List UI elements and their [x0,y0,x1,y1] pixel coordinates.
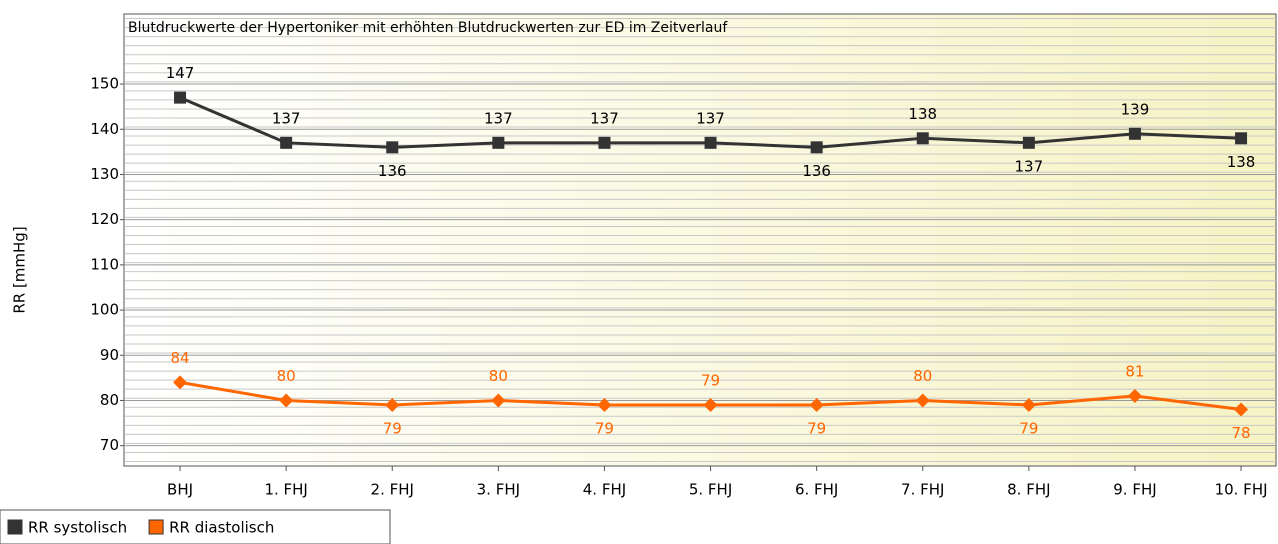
data-label: 79 [383,419,402,437]
data-label: 147 [166,64,195,82]
data-label: 136 [378,162,407,180]
marker [492,136,505,149]
data-label: 81 [1125,362,1144,380]
marker [597,397,612,412]
data-label: 139 [1121,100,1150,118]
data-label: 138 [908,105,937,123]
marker [173,375,188,390]
y-tick-label: 130 [90,165,119,183]
x-tick-label: 10. FHJ [1215,481,1268,499]
data-label: 137 [272,109,301,127]
data-label: 137 [1015,157,1044,175]
data-label: 137 [696,109,725,127]
x-tick-label: 9. FHJ [1113,481,1156,499]
x-tick-label: 8. FHJ [1007,481,1050,499]
marker [1022,136,1035,149]
y-tick-label: 80 [100,391,119,409]
marker [491,393,506,408]
data-label: 80 [277,367,296,385]
x-tick-label: 5. FHJ [689,481,732,499]
plot-area [123,13,1277,467]
marker [386,141,399,154]
marker [598,136,611,149]
chart-title: Blutdruckwerte der Hypertoniker mit erhö… [128,20,728,36]
data-label: 138 [1227,153,1256,171]
data-label: 79 [595,419,614,437]
marker [703,397,718,412]
x-tick-label: BHJ [167,481,193,499]
marker [279,393,294,408]
x-tick-label: 4. FHJ [583,481,626,499]
y-tick-label: 140 [90,120,119,138]
marker [1021,397,1036,412]
marker [174,91,187,104]
data-label: 79 [701,371,720,389]
legend-swatch [7,519,23,535]
marker [916,132,929,145]
data-label: 137 [484,109,513,127]
data-label: 79 [1019,419,1038,437]
x-tick-label: 1. FHJ [264,481,307,499]
y-tick-label: 90 [100,346,119,364]
legend-swatch [148,519,164,535]
legend-label: RR diastolisch [169,519,274,537]
data-label: 78 [1232,424,1251,442]
marker [1235,132,1248,145]
x-tick-label: 7. FHJ [901,481,944,499]
marker [704,136,717,149]
data-label: 136 [802,162,831,180]
y-tick-label: 150 [90,75,119,93]
data-label: 137 [590,109,619,127]
data-label: 84 [171,349,190,367]
marker [385,397,400,412]
marker [1234,402,1249,417]
x-tick-label: 3. FHJ [477,481,520,499]
y-axis-label: RR [mmHg] [11,226,29,313]
x-tick-label: 2. FHJ [371,481,414,499]
y-tick-label: 120 [90,210,119,228]
x-tick-label: 6. FHJ [795,481,838,499]
marker [809,397,824,412]
data-label: 79 [807,419,826,437]
marker [915,393,930,408]
y-tick-label: 100 [90,301,119,319]
marker [1128,127,1141,140]
legend-label: RR systolisch [28,519,127,537]
minor-grid [125,18,1276,462]
marker [1127,388,1142,403]
legend [0,509,391,544]
data-label: 80 [489,367,508,385]
marker [810,141,823,154]
data-label: 80 [913,367,932,385]
marker [280,136,293,149]
y-tick-label: 110 [90,255,119,273]
y-tick-label: 70 [100,436,119,454]
